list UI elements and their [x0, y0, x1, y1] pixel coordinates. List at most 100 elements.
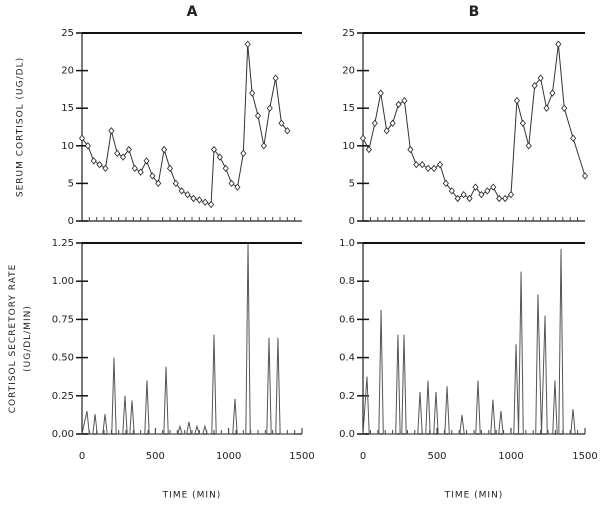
x-tick-label: 1500	[289, 451, 314, 462]
data-point	[90, 157, 97, 165]
data-point	[454, 194, 461, 203]
data-point	[561, 104, 568, 112]
x-tick-label: 1500	[572, 451, 597, 462]
data-point	[431, 164, 438, 172]
data-point	[502, 194, 509, 203]
data-point	[389, 119, 396, 127]
data-point	[531, 82, 538, 90]
data-point	[371, 119, 378, 127]
data-point	[120, 153, 127, 161]
data-line	[362, 248, 576, 435]
data-point	[442, 179, 449, 188]
data-point	[555, 40, 562, 48]
data-point	[143, 157, 150, 165]
panel-title: B	[469, 4, 480, 20]
data-point	[519, 119, 526, 127]
data-point	[581, 172, 589, 180]
data-point	[284, 127, 291, 135]
y-tick-label: 5	[68, 178, 74, 189]
data-point	[244, 40, 251, 48]
y-tick-label: 0.50	[52, 353, 74, 364]
y-tick-label: 0.00	[52, 429, 74, 440]
x-axis-label: TIME (MIN)	[444, 491, 504, 501]
panel-title: A	[187, 4, 198, 20]
data-point	[190, 194, 197, 203]
data-point	[196, 196, 203, 204]
data-point	[178, 187, 185, 195]
data-line	[81, 242, 294, 435]
data-point	[507, 191, 515, 199]
x-tick-label: 500	[146, 451, 165, 462]
data-point	[222, 164, 229, 172]
y-tick-label: 0	[68, 216, 74, 227]
data-point	[448, 187, 455, 195]
y-tick-label: 0	[349, 216, 355, 227]
data-point	[383, 127, 390, 135]
y-tick-label: 0.4	[339, 353, 355, 364]
data-point	[216, 153, 223, 161]
data-point	[125, 145, 132, 154]
y-tick-label: 0.75	[52, 314, 74, 325]
data-point	[161, 145, 168, 154]
data-point	[419, 160, 426, 169]
data-point	[272, 74, 279, 82]
data-point	[84, 142, 91, 150]
y-tick-label: 0.6	[339, 314, 355, 325]
data-point	[549, 89, 556, 97]
data-point	[407, 145, 414, 154]
y-tick-label: 20	[61, 66, 74, 77]
data-point	[413, 160, 420, 169]
data-point	[249, 89, 256, 97]
data-point	[208, 200, 215, 209]
x-tick-label: 0	[79, 451, 85, 462]
data-point	[436, 160, 443, 169]
y-tick-label: 10	[61, 141, 74, 152]
y-tick-label: 10	[342, 141, 355, 152]
data-point	[525, 142, 532, 150]
y-tick-label: 15	[342, 103, 355, 114]
data-point	[484, 187, 491, 195]
data-point	[260, 142, 267, 150]
data-point	[172, 179, 179, 188]
y-tick-label: 25	[342, 28, 355, 39]
y-tick-label: 25	[61, 28, 74, 39]
data-point	[466, 194, 473, 203]
data-point	[496, 194, 503, 203]
data-point	[114, 149, 121, 157]
data-point	[460, 191, 467, 199]
data-point	[425, 164, 432, 172]
y-tick-label: 1.00	[52, 276, 74, 287]
data-line	[81, 44, 288, 206]
data-point	[234, 183, 241, 191]
data-point	[472, 183, 479, 191]
data-point	[228, 179, 235, 188]
data-point	[137, 168, 144, 176]
y-tick-label: 0.0	[339, 429, 355, 440]
y-tick-label: 15	[61, 103, 74, 114]
data-point	[166, 164, 174, 172]
data-point	[149, 172, 156, 180]
x-tick-label: 1000	[216, 451, 241, 462]
x-tick-label: 0	[360, 451, 366, 462]
data-point	[102, 164, 109, 172]
data-point	[278, 119, 285, 127]
data-point	[240, 149, 247, 157]
y-tick-label: 20	[342, 66, 355, 77]
data-point	[266, 104, 273, 112]
data-point	[184, 191, 191, 199]
data-point	[108, 127, 115, 135]
x-tick-label: 500	[427, 451, 446, 462]
data-point	[131, 164, 138, 172]
data-point	[537, 74, 544, 82]
data-point	[359, 134, 367, 142]
y-axis-label: CORTISOL SECRETORY RATE	[8, 264, 18, 414]
data-point	[401, 97, 408, 105]
data-point	[395, 100, 402, 109]
data-point	[490, 183, 497, 191]
data-point	[570, 134, 577, 142]
y-tick-label: 0.2	[339, 391, 355, 402]
y-tick-label: 1.0	[339, 238, 355, 249]
data-point	[96, 160, 103, 169]
data-line	[362, 44, 586, 200]
